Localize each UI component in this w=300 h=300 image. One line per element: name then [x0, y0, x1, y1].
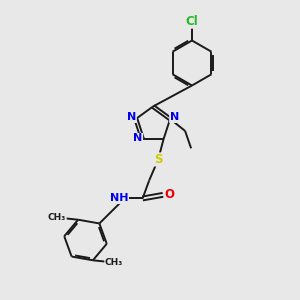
- Text: N: N: [170, 112, 179, 122]
- Text: Cl: Cl: [186, 15, 198, 28]
- Text: O: O: [165, 188, 175, 201]
- Text: NH: NH: [110, 194, 128, 203]
- Text: CH₃: CH₃: [48, 213, 66, 222]
- Text: S: S: [154, 153, 162, 166]
- Text: N: N: [127, 112, 136, 122]
- Text: CH₃: CH₃: [105, 258, 123, 267]
- Text: N: N: [133, 134, 142, 143]
